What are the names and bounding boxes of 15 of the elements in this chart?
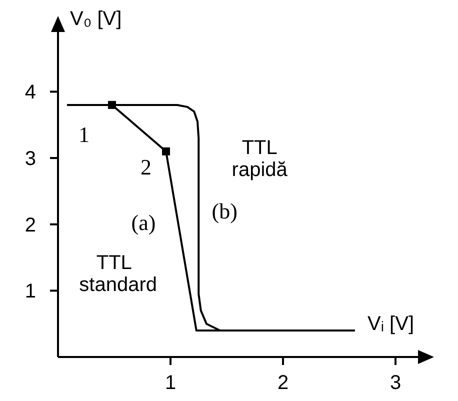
y-tick-label: 4 [24,82,36,104]
annotation: 2 [140,154,152,180]
x-tick-label: 3 [390,372,402,394]
y-tick-label: 2 [24,214,36,236]
annotation: 1 [78,122,90,147]
annotation: (a) [131,210,156,235]
y-axis-title: V₀ [V] [70,8,122,31]
x-axis-title: Vᵢ [V] [368,313,414,336]
y-tick-label: 3 [24,148,36,170]
x-tick-label: 2 [277,372,289,394]
annotation: TTL standard [79,252,157,296]
annotation: TTL rapidă [230,136,288,181]
y-tick-label: 1 [24,280,36,303]
annotation: (b) [212,198,238,224]
x-tick-label: 1 [164,372,176,394]
